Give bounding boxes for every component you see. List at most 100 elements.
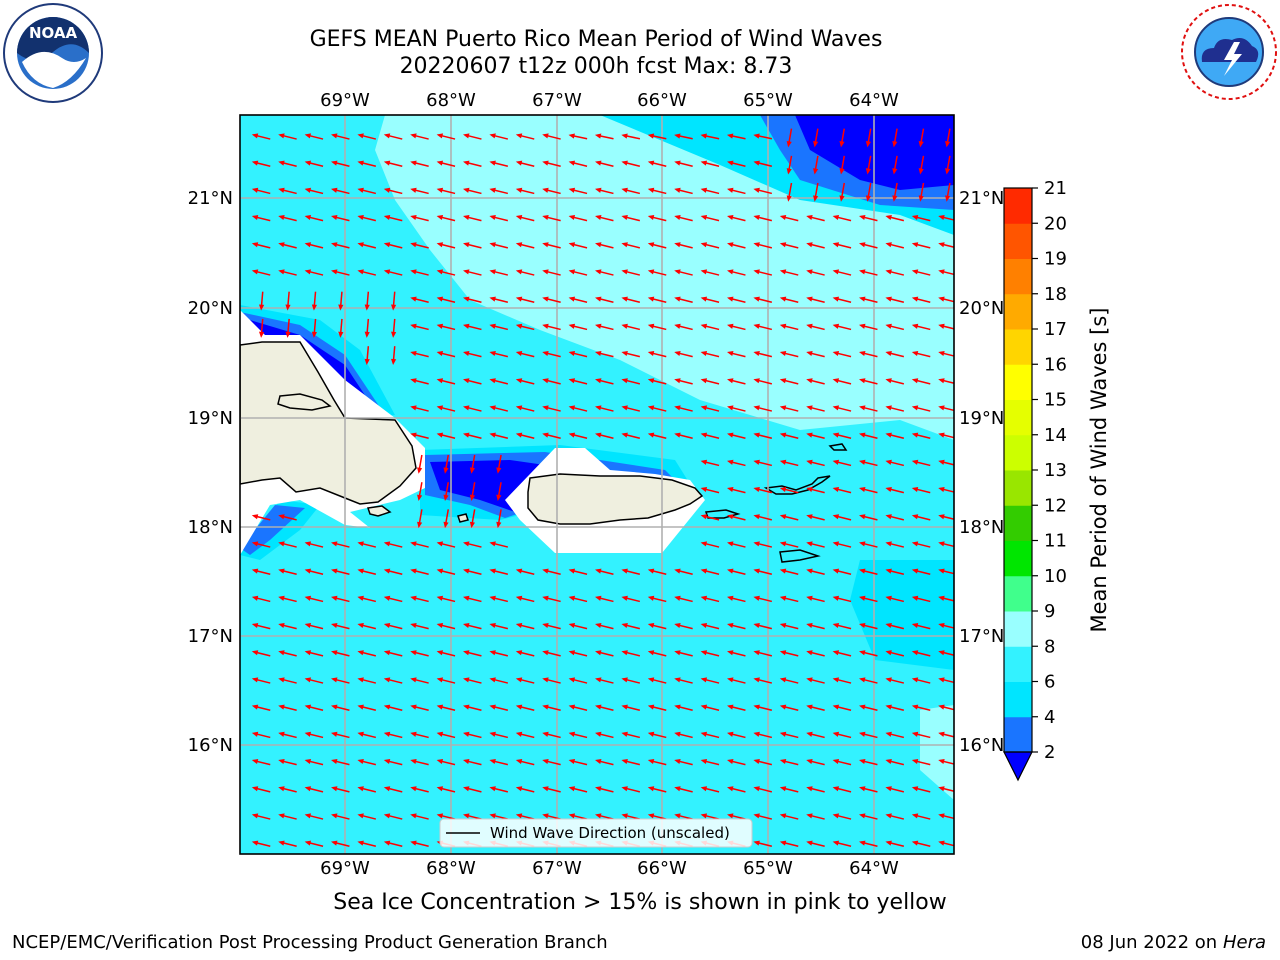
- wave-direction-arrow: [779, 622, 799, 630]
- wave-direction-arrow: [885, 677, 905, 684]
- wave-direction-arrow: [489, 350, 509, 358]
- wave-direction-arrow: [621, 758, 641, 766]
- wave-direction-arrow: [489, 622, 509, 630]
- wave-direction-arrow: [595, 677, 614, 684]
- wave-direction-arrow: [410, 242, 429, 249]
- wave-direction-arrow: [436, 378, 456, 385]
- wave-direction-arrow: [568, 677, 588, 684]
- wave-direction-arrow: [885, 214, 905, 222]
- wave-direction-arrow: [647, 704, 667, 711]
- wave-direction-arrow: [595, 595, 614, 603]
- wind-wave-arrows: [251, 128, 954, 847]
- wave-direction-arrow: [911, 432, 931, 439]
- wave-direction-arrow: [410, 813, 429, 820]
- wave-direction-arrow: [542, 405, 561, 412]
- wave-direction-arrow: [278, 160, 297, 167]
- wave-direction-arrow: [463, 813, 482, 820]
- wave-direction-arrow: [595, 786, 614, 793]
- wave-direction-arrow: [727, 405, 746, 412]
- wave-direction-arrow: [885, 595, 905, 603]
- lat-label-right: 20°N: [959, 298, 1004, 319]
- wave-direction-arrow: [515, 731, 535, 739]
- wave-direction-arrow: [647, 622, 667, 630]
- wave-direction-arrow: [357, 568, 377, 575]
- wave-direction-arrow: [463, 296, 482, 303]
- wave-direction-arrow: [647, 242, 667, 249]
- lat-label-left: 17°N: [188, 626, 233, 647]
- wave-direction-arrow: [674, 378, 693, 385]
- wave-direction-arrow: [595, 405, 614, 412]
- footer-credit: NCEP/EMC/Verification Post Processing Pr…: [12, 932, 608, 953]
- wave-direction-arrow: [859, 541, 878, 548]
- wave-direction-arrow: [779, 242, 799, 249]
- wave-direction-arrow: [727, 677, 746, 684]
- wave-direction-arrow: [859, 704, 878, 711]
- wave-direction-arrow: [859, 514, 878, 521]
- colorbar-segment: [1004, 470, 1032, 506]
- wave-direction-arrow: [568, 568, 588, 575]
- wave-direction-arrow: [515, 296, 535, 303]
- wave-direction-arrow: [304, 214, 324, 222]
- wave-direction-arrow: [542, 595, 561, 603]
- wave-direction-arrow: [674, 677, 693, 684]
- wave-direction-arrow: [515, 187, 535, 195]
- wave-direction-arrow: [278, 187, 297, 195]
- wave-direction-arrow: [251, 731, 271, 739]
- wave-direction-arrow: [489, 296, 509, 303]
- gridlines: [240, 115, 954, 854]
- wave-direction-arrow: [304, 133, 324, 140]
- wave-direction-arrow: [885, 541, 905, 548]
- wave-direction-arrow: [595, 758, 614, 766]
- wave-direction-arrow: [832, 541, 852, 548]
- wave-direction-arrow: [410, 595, 429, 603]
- colorbar-tick-label: 16: [1044, 354, 1067, 375]
- wave-direction-arrow: [865, 128, 872, 148]
- lon-label-top: 65°W: [743, 90, 793, 111]
- lat-label-left: 18°N: [188, 517, 233, 538]
- colorbar-segment: [1004, 223, 1032, 259]
- wave-direction-arrow: [647, 731, 667, 739]
- colorbar-under-triangle: [1003, 751, 1033, 782]
- colorbar-segment: [1004, 716, 1032, 753]
- colorbar-segment: [1004, 540, 1032, 577]
- wave-direction-arrow: [806, 405, 825, 412]
- wave-direction-arrow: [647, 350, 667, 358]
- wave-direction-arrow: [813, 128, 819, 148]
- nws-logo: [1178, 2, 1280, 102]
- wave-direction-arrow: [568, 704, 588, 711]
- wave-direction-arrow: [911, 323, 931, 331]
- colorbar-tick-label: 2: [1044, 742, 1055, 763]
- wave-direction-arrow: [311, 318, 317, 338]
- wave-direction-arrow: [595, 214, 614, 222]
- wave-direction-arrow: [911, 568, 931, 575]
- wave-direction-arrow: [595, 622, 614, 630]
- wave-direction-arrow: [911, 486, 931, 494]
- wave-direction-arrow: [700, 459, 720, 467]
- wave-direction-arrow: [621, 133, 641, 140]
- wave-direction-arrow: [806, 242, 825, 249]
- wave-direction-arrow: [595, 296, 614, 303]
- wave-direction-arrow: [463, 133, 482, 140]
- wave-direction-arrow: [304, 568, 324, 575]
- wave-direction-arrow: [383, 677, 403, 684]
- wave-direction-arrow: [727, 650, 746, 657]
- wave-direction-arrow: [542, 568, 561, 575]
- colorbar-tick-label: 6: [1044, 672, 1055, 693]
- wave-direction-arrow: [727, 541, 746, 548]
- wave-direction-arrow: [357, 622, 377, 630]
- wave-direction-arrow: [806, 622, 825, 630]
- wave-direction-arrow: [779, 459, 799, 467]
- wave-direction-arrow: [410, 405, 429, 412]
- wave-direction-arrow: [331, 840, 350, 847]
- wave-direction-arrow: [595, 731, 614, 739]
- wave-direction-arrow: [753, 677, 773, 684]
- wave-direction-arrow: [515, 813, 535, 820]
- wave-direction-arrow: [700, 514, 720, 521]
- wave-direction-arrow: [304, 187, 324, 195]
- wave-direction-arrow: [515, 133, 535, 140]
- wave-direction-arrow: [832, 378, 852, 385]
- wave-direction-arrow: [304, 541, 324, 548]
- colorbar: 2 4 6 8 9 10 11 12 13 14 15 16 17 18 19 20 21: [1003, 178, 1067, 782]
- lon-label-bottom: 69°W: [320, 858, 370, 879]
- wave-direction-arrow: [436, 432, 456, 439]
